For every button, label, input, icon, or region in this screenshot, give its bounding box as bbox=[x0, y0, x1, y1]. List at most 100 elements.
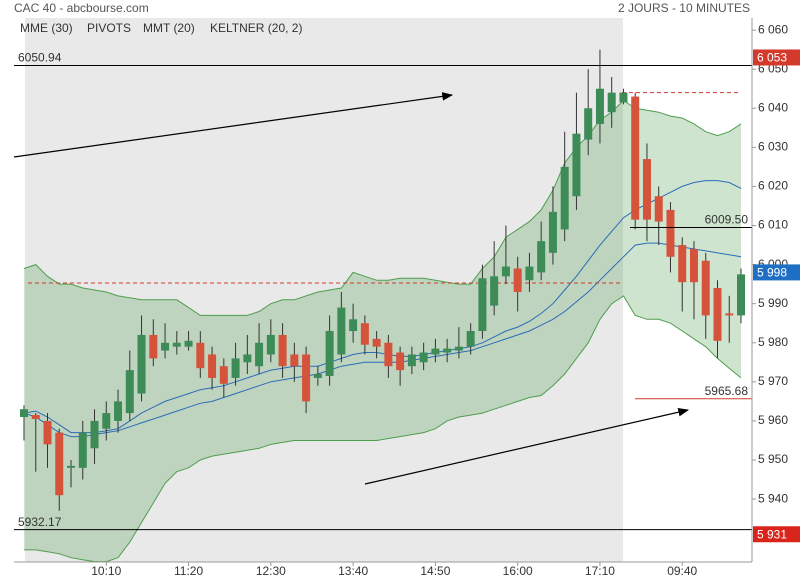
candle-body bbox=[725, 313, 734, 316]
candle-body bbox=[372, 338, 381, 347]
price-tag-label: 6 053 bbox=[757, 51, 787, 65]
price-tag bbox=[753, 264, 800, 281]
candle-body bbox=[384, 342, 393, 367]
candle-body bbox=[654, 196, 663, 222]
x-tick-label: 10:10 bbox=[91, 564, 121, 578]
candle-body bbox=[666, 209, 675, 257]
candle-body bbox=[290, 354, 299, 367]
candle-body bbox=[78, 432, 87, 468]
candle-body bbox=[278, 334, 287, 367]
x-tick-label: 14:50 bbox=[420, 564, 450, 578]
candle-body bbox=[266, 334, 275, 355]
candle-body bbox=[478, 278, 487, 332]
x-tick-label: 12:30 bbox=[256, 564, 286, 578]
trend-arrow bbox=[364, 407, 690, 485]
candle-body bbox=[231, 358, 240, 378]
x-tick-label: 11:20 bbox=[174, 564, 203, 578]
y-tick-label: 5 970 bbox=[758, 374, 788, 388]
candle-body bbox=[149, 334, 158, 359]
candle-body bbox=[219, 366, 228, 384]
y-tick-label: 5 940 bbox=[758, 491, 788, 505]
candle-body bbox=[548, 211, 557, 253]
candle-body bbox=[360, 323, 369, 345]
candle-body bbox=[20, 409, 28, 418]
y-tick-label: 6 060 bbox=[758, 22, 788, 36]
candle-body bbox=[407, 354, 416, 367]
candle-body bbox=[560, 166, 569, 230]
candle-body bbox=[642, 159, 651, 220]
candle-body bbox=[161, 342, 170, 351]
candle-body bbox=[243, 354, 252, 363]
candle-body bbox=[537, 241, 546, 273]
price-tag bbox=[753, 526, 800, 543]
legend-entry: PIVOTS bbox=[87, 21, 131, 35]
candle-body bbox=[431, 348, 440, 355]
x-tick-label: 16:00 bbox=[503, 564, 533, 578]
candle-body bbox=[184, 340, 193, 347]
candle-body bbox=[55, 432, 64, 496]
session-shading bbox=[25, 18, 623, 562]
legend-entry: MME (30) bbox=[20, 21, 73, 35]
keltner-upper bbox=[23, 99, 742, 316]
level-label: 6050.94 bbox=[18, 51, 62, 65]
candle-body bbox=[513, 268, 522, 292]
y-tick-label: 6 010 bbox=[758, 218, 788, 232]
x-tick-label: 17:10 bbox=[585, 564, 615, 578]
candle-body bbox=[396, 352, 405, 371]
price-tag bbox=[753, 49, 800, 66]
candle-body bbox=[631, 96, 640, 220]
candle-body bbox=[737, 274, 745, 316]
candle-body bbox=[701, 260, 710, 316]
level-label: 6009.50 bbox=[705, 213, 749, 227]
candle-body bbox=[595, 88, 604, 124]
candle-body bbox=[67, 465, 76, 468]
candle-body bbox=[454, 346, 463, 351]
y-tick-label: 6 020 bbox=[758, 179, 788, 193]
lines-layer bbox=[23, 92, 742, 438]
candle-body bbox=[102, 413, 111, 429]
candle-body bbox=[208, 354, 217, 378]
candle-body bbox=[584, 108, 593, 140]
candle-body bbox=[490, 276, 499, 306]
candle-body bbox=[607, 92, 616, 113]
candle-body bbox=[501, 266, 510, 277]
keltner-lower bbox=[24, 295, 742, 563]
x-tick-label: 09:40 bbox=[667, 564, 697, 578]
series-line bbox=[23, 180, 742, 434]
y-tick-label: 6 040 bbox=[758, 100, 788, 114]
candle-body bbox=[172, 342, 181, 347]
trend-arrow bbox=[13, 92, 454, 158]
legend-entry: MMT (20) bbox=[143, 21, 195, 35]
x-tick-label: 13:40 bbox=[338, 564, 368, 578]
candle-body bbox=[349, 319, 358, 332]
candle-body bbox=[419, 352, 428, 363]
y-tick-label: 5 960 bbox=[758, 413, 788, 427]
candle-body bbox=[678, 245, 687, 283]
price-tag-label: 5 998 bbox=[757, 266, 787, 280]
candle-body bbox=[325, 331, 334, 376]
y-tick-label: 5 980 bbox=[758, 335, 788, 349]
candle-body bbox=[114, 401, 123, 421]
level-label: 5932.17 bbox=[18, 515, 62, 529]
candle-body bbox=[466, 331, 475, 347]
candle-body bbox=[137, 334, 146, 394]
level-label: 5965.68 bbox=[705, 384, 749, 398]
series-line bbox=[23, 242, 742, 438]
candle-body bbox=[43, 420, 52, 445]
chart-title: CAC 40 - abcbourse.com bbox=[14, 1, 149, 15]
legend-entry: KELTNER (20, 2) bbox=[210, 21, 302, 35]
candle-body bbox=[255, 342, 264, 367]
candle-body bbox=[525, 266, 534, 281]
candle-body bbox=[689, 248, 698, 283]
candle-body bbox=[90, 420, 99, 449]
y-tick-label: 5 950 bbox=[758, 452, 788, 466]
candle-body bbox=[302, 354, 311, 402]
candle-body bbox=[31, 415, 40, 419]
price-tag-label: 5 931 bbox=[757, 527, 787, 541]
y-tick-label: 6 030 bbox=[758, 140, 788, 154]
y-tick-label: 5 990 bbox=[758, 296, 788, 310]
overlay-layer: 6050.94 5932.17 6009.50 5965.68 bbox=[14, 51, 752, 531]
